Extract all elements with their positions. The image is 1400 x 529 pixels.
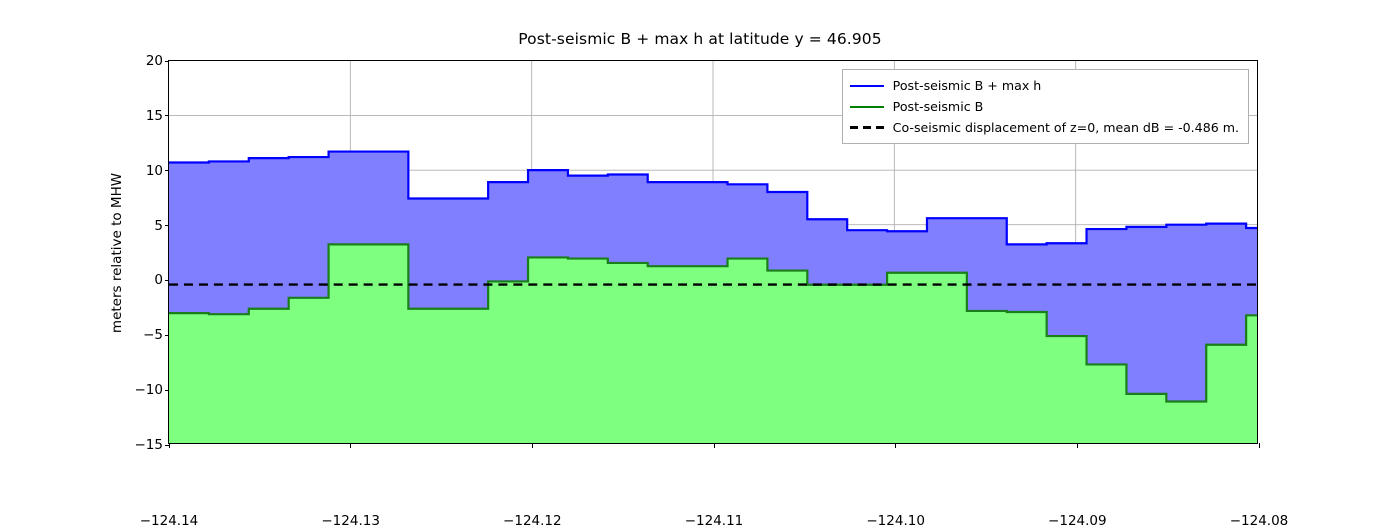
y-tick-mark	[164, 170, 169, 172]
x-tick-mark	[168, 443, 170, 448]
dashed-line-icon	[849, 122, 884, 134]
legend-item[interactable]: Post-seismic B + max h	[849, 75, 1239, 96]
x-tick-label: −124.09	[1048, 513, 1107, 529]
y-tick-label: 15	[145, 107, 163, 124]
x-tick-label: −124.11	[684, 513, 744, 529]
legend-item[interactable]: Post-seismic B	[849, 96, 1239, 117]
y-tick-mark	[164, 279, 169, 282]
chart-legend: Post-seismic B + max h Post-seismic B Co-s…	[841, 69, 1249, 144]
x-tick-mark	[1258, 443, 1260, 448]
legend-label: Co-seismic displacement of z=0, mean dB …	[892, 120, 1239, 135]
y-tick-mark	[164, 60, 169, 62]
plot-area: meters relative to MHW −15 −10 −5 0 5 10 15 20 …	[109, 53, 1288, 529]
y-axis-label: meters relative to MHW	[109, 172, 125, 334]
legend-item[interactable]: Co-seismic displacement of z=0, mean dB …	[849, 117, 1239, 138]
y-tick-mark	[164, 389, 169, 391]
legend-label: Post-seismic B	[892, 99, 984, 114]
y-tick-label: −15	[134, 437, 164, 453]
x-tick-label: −124.14	[139, 513, 199, 529]
x-tick-mark	[713, 443, 715, 448]
y-tick-label: 20	[145, 53, 163, 69]
y-tick-mark	[164, 115, 169, 117]
solid-line-icon	[849, 101, 884, 113]
y-tick-label: 0	[154, 272, 163, 289]
y-tick-mark	[164, 444, 169, 446]
x-tick-label: −124.10	[866, 513, 925, 529]
x-tick-label: −124.12	[503, 513, 562, 529]
y-tick-label: 5	[154, 217, 163, 234]
plot-svg	[169, 61, 1257, 443]
y-tick-mark	[164, 334, 169, 336]
x-tick-label: −124.13	[321, 513, 380, 529]
solid-line-icon	[849, 80, 884, 92]
x-tick-mark	[531, 443, 533, 448]
series-fills	[169, 151, 1257, 443]
legend-label: Post-seismic B + max h	[892, 78, 1042, 93]
x-tick-label: −124.08	[1229, 513, 1289, 529]
y-tick-label: −5	[143, 327, 163, 344]
x-tick-mark	[1076, 443, 1078, 448]
y-tick-label: 10	[145, 162, 163, 179]
x-tick-mark	[895, 443, 897, 448]
y-tick-mark	[164, 225, 169, 227]
chart-title: Post-seismic B + max h at latitude y = 4…	[518, 30, 882, 48]
figure: Post-seismic B + max h at latitude y = 4…	[109, 30, 1289, 529]
x-tick-mark	[350, 443, 352, 448]
series-lines	[169, 150, 1257, 403]
y-tick-label: −10	[134, 382, 164, 399]
